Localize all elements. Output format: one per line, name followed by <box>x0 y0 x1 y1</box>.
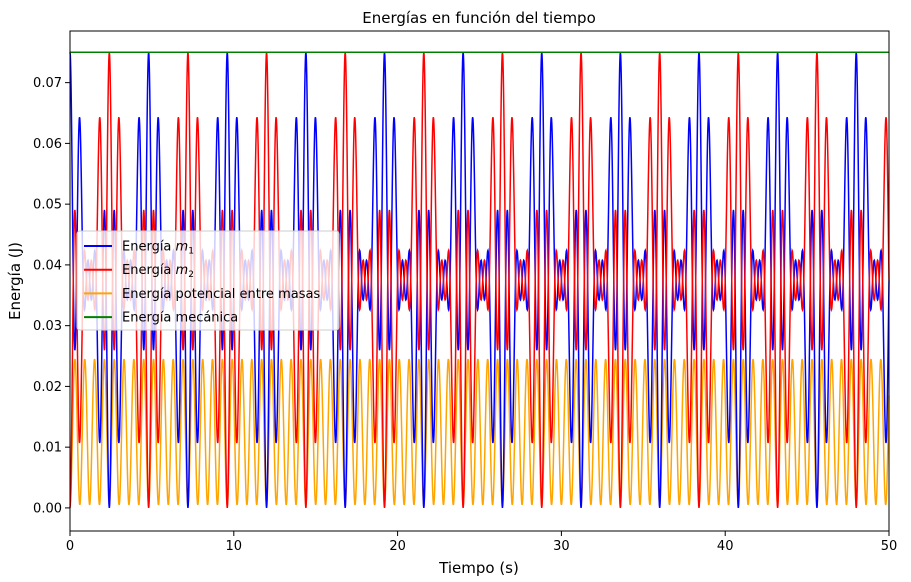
y-axis-label: Energía (J) <box>6 242 24 320</box>
legend-label-text: Energía potencial entre masas <box>122 287 320 302</box>
y-tick-label: 0.06 <box>33 137 62 152</box>
x-tick-label: 50 <box>881 539 898 554</box>
legend-label-4: Energía mecánica <box>122 311 238 326</box>
y-tick-label: 0.02 <box>33 380 62 395</box>
legend-label-text: Energía mecánica <box>122 311 238 326</box>
y-tick-label: 0.07 <box>33 76 62 91</box>
x-tick-label: 30 <box>553 539 570 554</box>
legend-label-2: Energía m2 <box>122 263 194 280</box>
legend-label-3: Energía potencial entre masas <box>122 287 320 302</box>
legend-box <box>76 230 340 331</box>
legend-label-text: Energía <box>122 263 176 278</box>
x-tick-label: 40 <box>717 539 734 554</box>
x-tick-label: 20 <box>389 539 406 554</box>
y-axis-ticks: 0.00 0.01 0.02 0.03 0.04 0.05 0.06 0.07 <box>33 76 70 516</box>
y-tick-label: 0.01 <box>33 441 62 456</box>
x-axis-label: Tiempo (s) <box>438 559 519 577</box>
chart-title: Energías en función del tiempo <box>362 9 596 27</box>
y-tick-label: 0.05 <box>33 198 62 213</box>
x-tick-label: 0 <box>66 539 74 554</box>
legend-label-text: Energía <box>122 240 176 255</box>
plot-area-frame <box>69 30 890 532</box>
x-axis-ticks: 0 10 20 30 40 50 <box>66 531 897 554</box>
legend-label-var: m <box>176 240 189 255</box>
y-tick-label: 0.04 <box>33 258 62 273</box>
x-tick-label: 10 <box>226 539 243 554</box>
legend-label-subscript: 2 <box>188 270 194 280</box>
y-tick-label: 0.00 <box>33 501 62 516</box>
y-tick-label: 0.03 <box>33 319 62 334</box>
legend-label-var: m <box>176 263 189 278</box>
legend-label-1: Energía m1 <box>122 240 194 257</box>
legend-label-subscript: 1 <box>188 247 194 257</box>
series-line-3 <box>69 358 890 506</box>
